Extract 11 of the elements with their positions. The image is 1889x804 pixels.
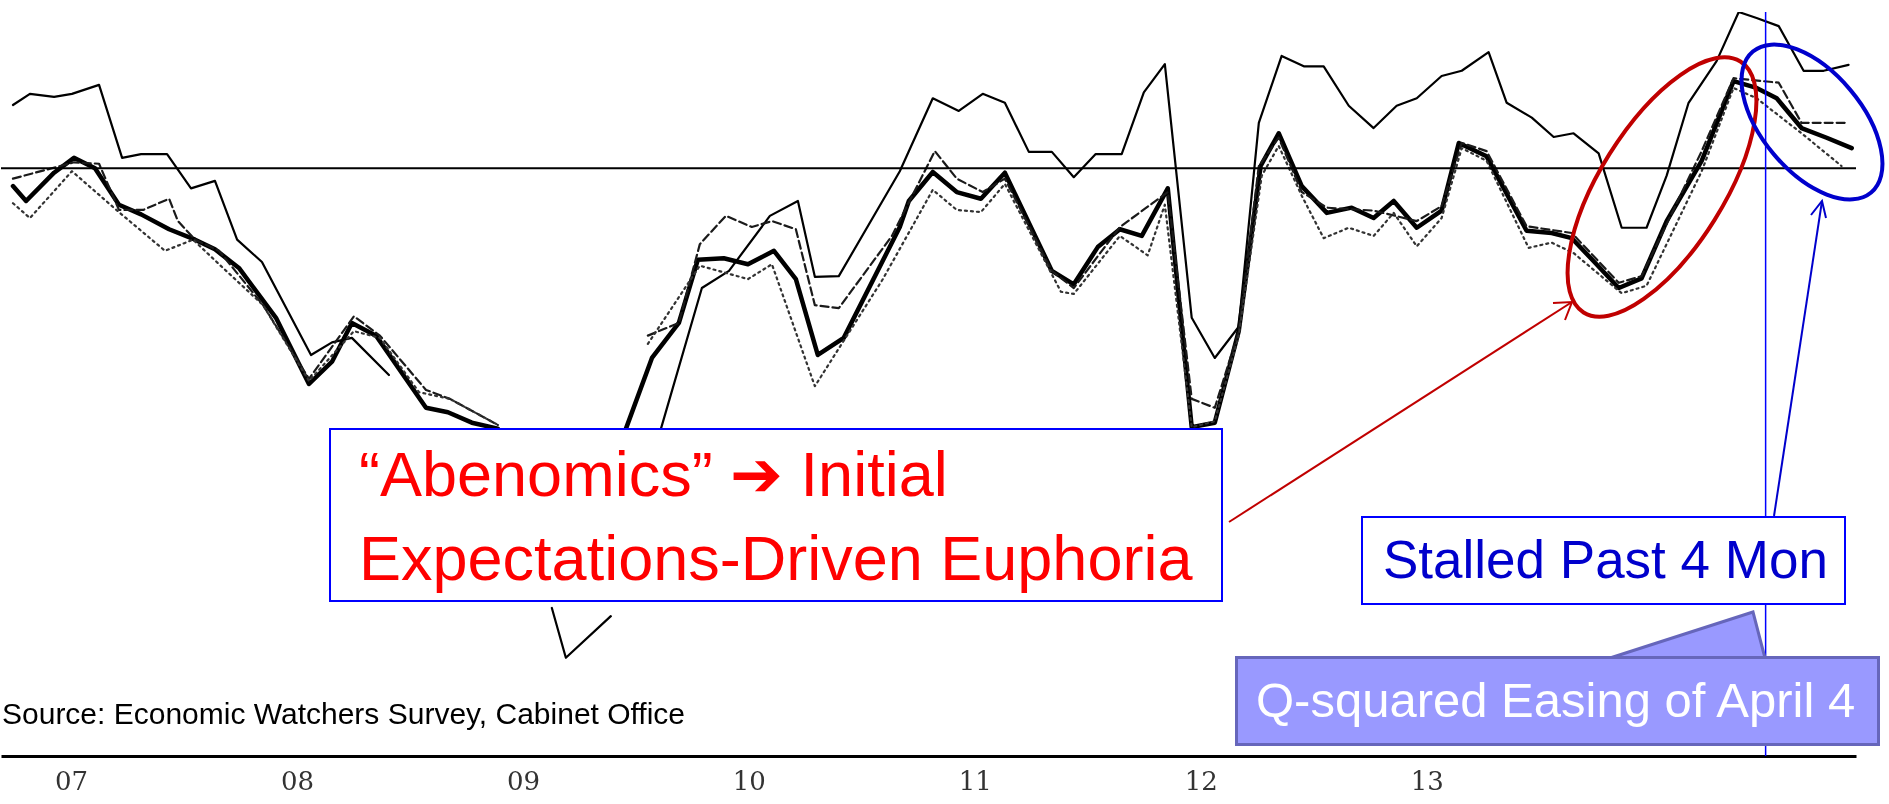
x-tick-label: 08 (280, 765, 315, 796)
x-tick-label: 07 (55, 765, 89, 796)
annotation: Stalled Past 4 Mon (1361, 516, 1846, 605)
x-tick-label: 10 (732, 765, 766, 796)
x-tick-label: 09 (506, 765, 540, 796)
x-tick-label: 11 (958, 765, 992, 796)
annotation: Source: Economic Watchers Survey, Cabinet Office (2, 697, 686, 731)
x-tick-label: 13 (1410, 765, 1444, 796)
x-tick-label: 12 (1184, 765, 1218, 796)
annotation: Q-squared Easing of April 4 (1235, 656, 1880, 746)
annotation: “Abenomics” ➔ Initial Expectations-Driven Euphoria (329, 428, 1223, 602)
